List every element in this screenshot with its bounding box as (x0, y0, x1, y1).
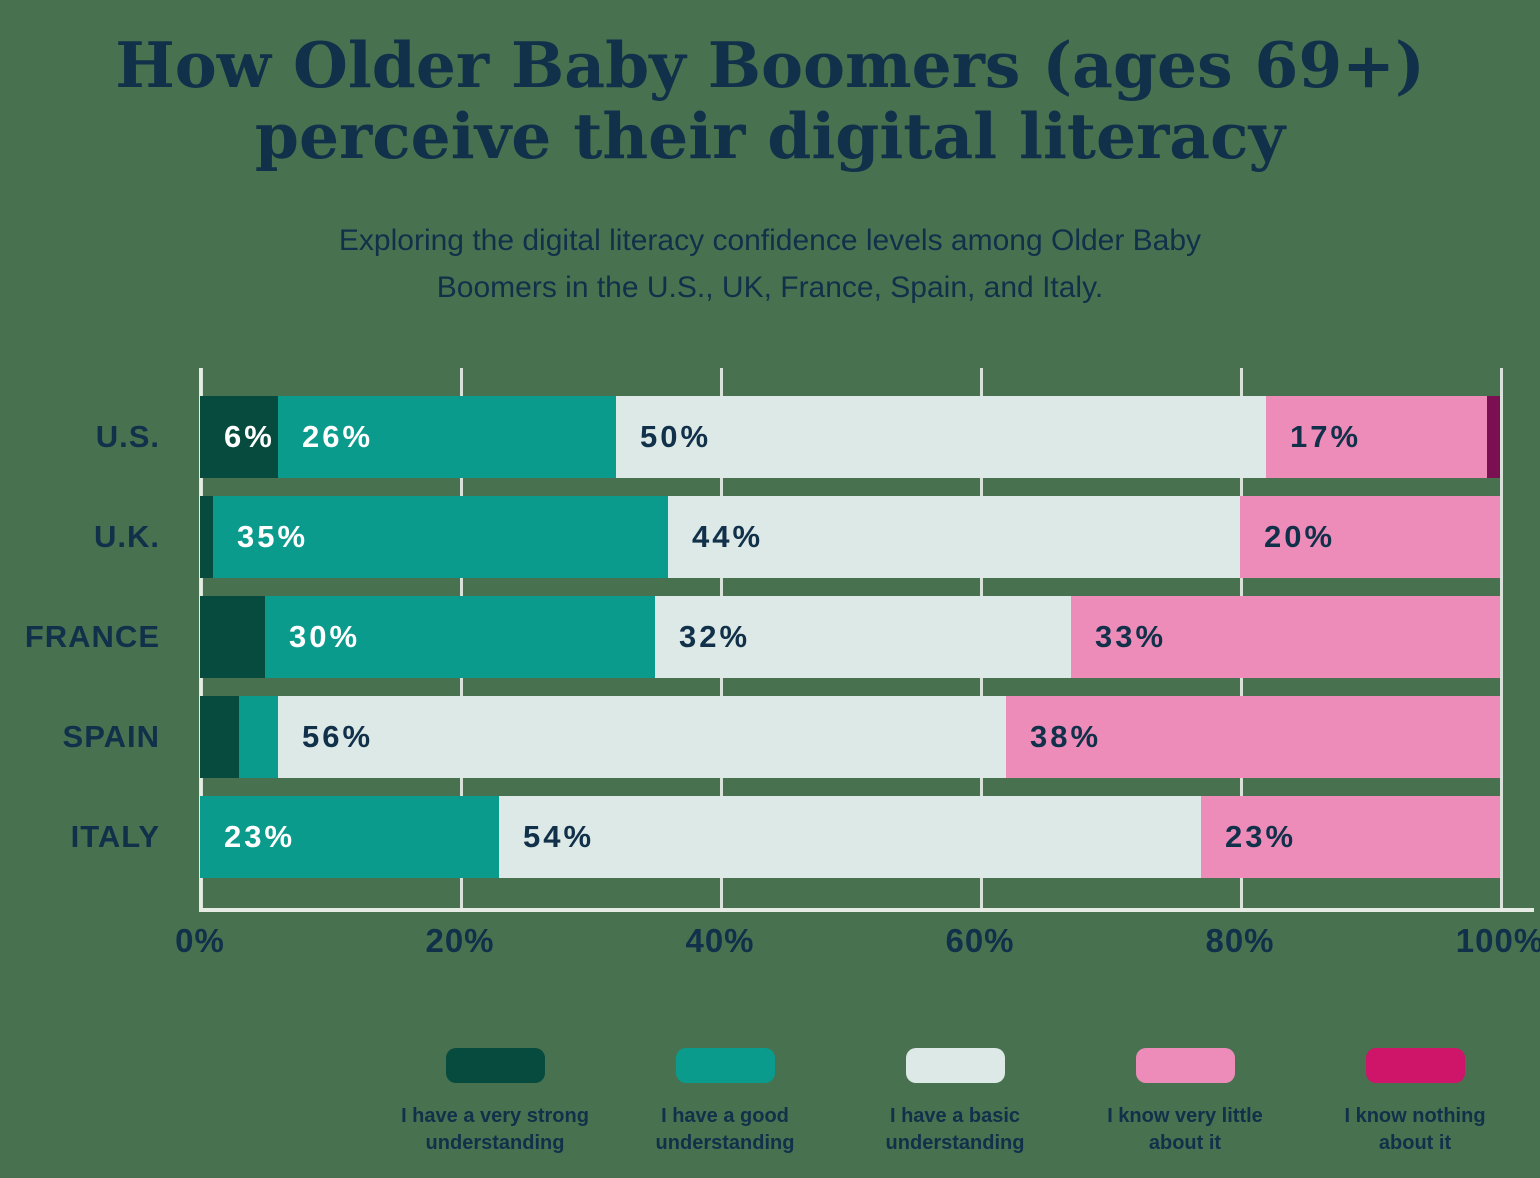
bar-segment (1487, 396, 1500, 478)
chart-title-line2: perceive their digital literacy (254, 98, 1286, 173)
x-axis-tick-label: 40% (685, 922, 755, 959)
x-axis-tick-label: 80% (1205, 922, 1275, 959)
bar-segment-value-label: 6% (224, 419, 275, 454)
bar-segment-value-label: 44% (692, 519, 764, 554)
bar-segment-value-label: 38% (1030, 719, 1102, 754)
legend-label: I have a good understanding (656, 1103, 795, 1157)
x-axis-tick-label: 20% (425, 922, 495, 959)
bar-segment-value-label: 56% (302, 719, 374, 754)
legend-swatch (1135, 1048, 1235, 1083)
row-label-france: FRANCE (24, 619, 160, 654)
bar-segment: 26% (278, 396, 616, 478)
bar-segment: 54% (499, 796, 1201, 878)
chart-title-line1: How Older Baby Boomers (ages 69+) (115, 28, 1425, 102)
bar-segment: 30% (265, 596, 655, 678)
legend-label-line: I have a basic (889, 1105, 1021, 1127)
legend-label-line: I know nothing (1344, 1105, 1486, 1127)
legend-label: I know very little about it (1107, 1103, 1263, 1157)
legend: I have a very strong understanding I have … (380, 1048, 1530, 1157)
bar-segment: 38% (1006, 696, 1500, 778)
chart-subtitle-line2: Boomers in the U.S., UK, France, Spain, … (436, 270, 1104, 304)
legend-item: I have a good understanding (610, 1048, 840, 1157)
bar-segment (200, 496, 213, 578)
row-label-italy: ITALY (70, 819, 160, 854)
bar-segment-value-label: 50% (640, 419, 712, 454)
legend-swatch (675, 1048, 775, 1083)
bar-segment-value-label: 23% (224, 819, 296, 854)
bar-segment: 32% (655, 596, 1071, 678)
legend-swatch (1365, 1048, 1465, 1083)
bar-row: 23% 54% 23% (200, 796, 1500, 878)
x-axis-tick-label: 100% (1455, 922, 1540, 959)
bar-segment: 33% (1071, 596, 1500, 678)
bar-segment-value-label: 20% (1264, 519, 1336, 554)
legend-label-line: about it (1148, 1132, 1222, 1154)
bar-segment (239, 696, 278, 778)
legend-label-line: about it (1378, 1132, 1452, 1154)
chart-subtitle-line1: Exploring the digital literacy confidenc… (338, 224, 1202, 257)
bar-segment: 50% (616, 396, 1266, 478)
bar-row: 35% 44% 20% (200, 496, 1500, 578)
bar-segment-value-label: 26% (302, 419, 374, 454)
x-axis-tick-label: 0% (175, 922, 225, 959)
bar-segment: 23% (200, 796, 499, 878)
bar-segment: 6% (200, 396, 278, 478)
row-label-us: U.S. (95, 419, 160, 454)
legend-item: I know very little about it (1070, 1048, 1300, 1157)
legend-label-line: understanding (885, 1132, 1025, 1154)
x-axis-tick-label: 60% (945, 922, 1015, 959)
bar-segment-value-label: 23% (1225, 819, 1297, 854)
gridline-100 (1500, 368, 1503, 908)
row-label-spain: SPAIN (62, 719, 160, 754)
x-axis-line (199, 908, 1534, 912)
legend-item: I know nothing about it (1300, 1048, 1530, 1157)
bar-segment: 56% (278, 696, 1006, 778)
bar-segment-value-label: 35% (237, 519, 309, 554)
legend-item: I have a basic understanding (840, 1048, 1070, 1157)
row-label-uk: U.K. (94, 519, 160, 554)
bar-segment: 23% (1201, 796, 1500, 878)
legend-label: I have a very strong understanding (401, 1103, 589, 1157)
bar-segment: 17% (1266, 396, 1487, 478)
legend-label-line: I have a very strong (401, 1105, 589, 1127)
legend-item: I have a very strong understanding (380, 1048, 610, 1157)
bar-segment: 35% (213, 496, 668, 578)
bar-segment-value-label: 17% (1290, 419, 1362, 454)
bar-segment-value-label: 30% (289, 619, 361, 654)
bar-row: 56% 38% (200, 696, 1500, 778)
bar-segment: 20% (1240, 496, 1500, 578)
legend-swatch (445, 1048, 545, 1083)
bar-segment (200, 596, 265, 678)
bar-row: 6% 26% 50% 17% (200, 396, 1500, 478)
bar-segment-value-label: 32% (679, 619, 751, 654)
legend-label: I have a basic understanding (886, 1103, 1025, 1157)
bar-segment (200, 696, 239, 778)
bar-row: 30% 32% 33% (200, 596, 1500, 678)
legend-label-line: I have a good (661, 1105, 789, 1127)
legend-swatch (905, 1048, 1005, 1083)
stacked-bar-plot-area: 6% 26% 50% 17% 35% 44% 20% 30% 32% 33% 56% 38% 23% 54… (199, 368, 1534, 912)
legend-label-line: I know very little (1107, 1105, 1263, 1127)
bar-segment-value-label: 33% (1095, 619, 1167, 654)
legend-label: I know nothing about it (1344, 1103, 1485, 1157)
legend-label-line: understanding (655, 1132, 795, 1154)
bar-segment-value-label: 54% (523, 819, 595, 854)
legend-label-line: understanding (425, 1132, 565, 1154)
bar-segment: 44% (668, 496, 1240, 578)
chart-title: How Older Baby Boomers (ages 69+) percei… (0, 30, 1540, 171)
chart-subtitle: Exploring the digital literacy confidenc… (0, 218, 1540, 311)
